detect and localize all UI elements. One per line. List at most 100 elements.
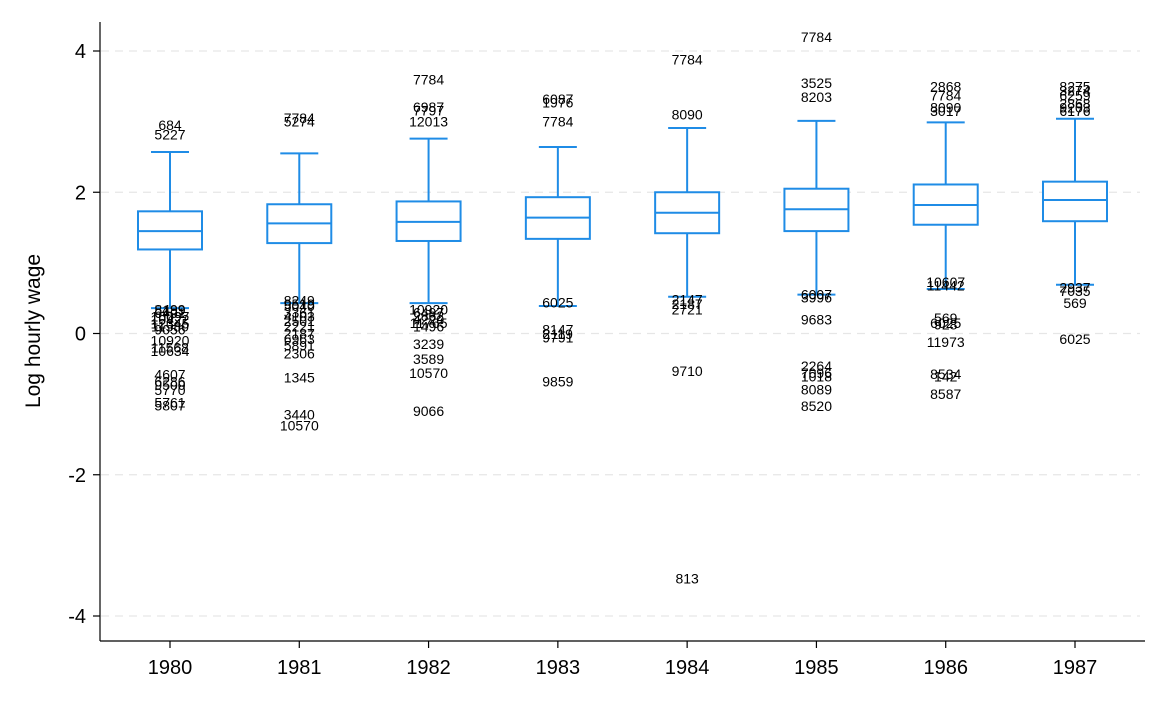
outlier-label: 9056 [154,321,185,337]
outlier-label: 9791 [542,330,573,346]
outlier-label: 7035 [1059,283,1090,299]
outlier-label: 10097 [151,309,190,325]
y-tick-label: 4 [75,41,86,63]
outlier-label: 569 [1063,295,1087,311]
box-1985 [783,119,850,296]
outlier-label: 2501 [284,313,315,329]
outlier-label: 2264 [801,358,832,374]
outlier-label: 928 [934,316,958,332]
outlier-label: 2119 [543,326,573,342]
outlier-label: 3239 [413,336,444,352]
outlier-label: 2721 [672,301,703,317]
outlier-label: 8520 [801,398,832,414]
outlier-label: 142 [934,369,958,385]
axes [99,22,1145,642]
outlier-label: 11568 [151,340,189,356]
outlier-label: 8275 [1059,78,1090,94]
outlier-label: 8249 [284,292,315,308]
outlier-label: 10570 [409,365,448,381]
outlier-label: 5040 [284,298,315,314]
iqr-box [1042,180,1108,223]
outlier-label: 5189 [154,302,185,318]
outlier-label: 6259 [1059,87,1090,103]
outlier-label: 10634 [151,343,190,359]
outlier-label: 7784 [542,114,573,130]
outlier-label: 9683 [801,311,832,327]
outlier-label: 2862 [413,308,444,324]
outlier-label: 8090 [672,107,703,123]
box-1986 [912,121,979,291]
outlier-label: 8499 [154,301,185,317]
outlier-label: 4220 [413,311,444,327]
outlier-label: 6025 [930,315,961,331]
outlier-label: 3996 [801,289,832,305]
outlier-label: 5891 [284,338,315,354]
box-1981 [266,152,333,305]
box-1983 [524,146,591,307]
outlier-label: 2187 [672,296,703,312]
outlier-label: 10570 [280,417,319,433]
outlier-label: 2306 [284,345,315,361]
x-tick-label: 1985 [794,657,839,679]
outlier-label: 12013 [409,114,448,130]
outlier-label: 8587 [930,386,961,402]
gridlines [101,50,1140,617]
outlier-label: 8089 [801,381,832,397]
outlier-label: 4103 [284,309,315,325]
outlier-label: 9519 [284,296,315,312]
box-1987 [1042,117,1108,286]
outlier-label: 6025 [1059,331,1090,347]
outlier-label: 7784 [413,71,444,87]
outlier-label: 1018 [801,369,832,385]
y-tick-label: 2 [75,182,86,204]
outlier-label: 9859 [542,374,573,390]
outlier-label: 8147 [542,321,573,337]
box-series [137,117,1108,310]
outlier-label: 6401 [154,305,185,321]
outlier-label: 12345 [151,316,190,332]
outlier-label: 8534 [930,366,961,382]
outlier-label: 6497 [413,304,444,320]
outlier-label: 10920 [151,333,190,349]
outlier-label: 1976 [542,95,573,111]
x-tick-label: 1981 [277,657,322,679]
outlier-label: 1345 [284,369,315,385]
outlier-label: 9066 [413,403,444,419]
x-tick-label: 1983 [536,657,581,679]
outlier-label: 6963 [284,331,315,347]
outlier-label: 6286 [154,374,185,390]
x-tick-label: 1980 [148,657,193,679]
y-axis-title: Log hourly wage [22,254,45,408]
outlier-label: 2147 [672,292,703,308]
outlier-label: 2187 [284,326,315,342]
outlier-label: 9500 [154,377,185,393]
outlier-label: 1496 [413,318,444,334]
x-tick-label: 1987 [1053,657,1098,679]
outlier-label: 10920 [409,301,448,317]
outlier-label: 6025 [542,294,573,310]
outlier-label: 7784 [930,87,961,103]
outlier-label: 11442 [927,277,965,293]
outlier-label: 6087 [542,91,573,107]
outlier-label: 7096 [801,365,832,381]
box-1982 [395,137,462,305]
outlier-label: 6007 [801,287,832,303]
outlier-label: 3440 [284,407,315,423]
outlier-label: 11580 [151,318,189,334]
outlier-label: 2937 [1059,280,1090,296]
x-tick-label: 1982 [406,657,451,679]
outlier-labels: 6845227849951896401100971042212345115809… [151,29,1091,587]
outlier-label: 7784 [801,29,832,45]
outlier-label: 5274 [284,114,315,130]
outlier-label: 9710 [672,363,703,379]
outlier-label: 813 [675,571,699,587]
x-tick-label: 1984 [665,657,710,679]
outlier-label: 8203 [801,89,832,105]
x-tick-label: 1986 [923,657,968,679]
outlier-label: 11973 [927,334,965,350]
outlier-label: 7784 [672,51,703,67]
outlier-label: 5807 [154,398,185,414]
outlier-label: 10422 [151,311,190,327]
outlier-label: 569 [934,310,958,326]
